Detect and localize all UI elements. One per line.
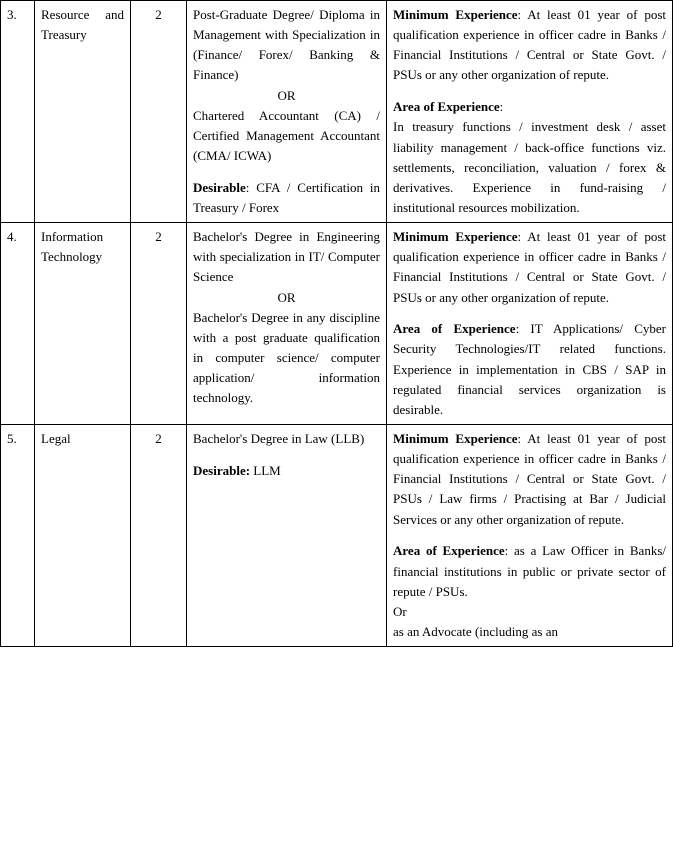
table-row: 5. Legal 2 Bachelor's Degree in Law (LLB… — [1, 425, 673, 647]
area-exp: Area of Experience: as a Law Officer in … — [393, 541, 666, 601]
area-exp-label: Area of Experience — [393, 543, 505, 558]
area-exp-head: Area of Experience: — [393, 97, 666, 117]
min-exp: Minimum Experience: At least 01 year of … — [393, 5, 666, 86]
experience: Minimum Experience: At least 01 year of … — [387, 1, 673, 223]
area-exp-label: Area of Experience — [393, 321, 516, 336]
row-number: 5. — [1, 425, 35, 647]
area-exp-body-2: as an Advocate (including as an — [393, 622, 666, 642]
area-exp-body: In treasury functions / investment desk … — [393, 117, 666, 218]
min-exp-label: Minimum Experience — [393, 7, 518, 22]
desirable-text: LLM — [250, 463, 281, 478]
department: Legal — [35, 425, 131, 647]
department: Resource and Treasury — [35, 1, 131, 223]
min-exp-label: Minimum Experience — [393, 229, 518, 244]
desirable-label: Desirable: — [193, 463, 250, 478]
vacancy-count: 2 — [131, 1, 187, 223]
vacancy-count: 2 — [131, 425, 187, 647]
area-exp-label: Area of Experience — [393, 99, 500, 114]
qual-para-2: Bachelor's Degree in any discipline with… — [193, 308, 380, 409]
min-exp: Minimum Experience: At least 01 year of … — [393, 227, 666, 308]
qual-desirable: Desirable: LLM — [193, 461, 380, 481]
table-row: 3. Resource and Treasury 2 Post-Graduate… — [1, 1, 673, 223]
qual-desirable: Desirable: CFA / Certification in Treasu… — [193, 178, 380, 218]
qualification: Bachelor's Degree in Engineering with sp… — [187, 223, 387, 425]
vacancy-count: 2 — [131, 223, 187, 425]
area-exp-or: Or — [393, 602, 666, 622]
qualification: Post-Graduate Degree/ Diploma in Managem… — [187, 1, 387, 223]
row-number: 4. — [1, 223, 35, 425]
experience: Minimum Experience: At least 01 year of … — [387, 425, 673, 647]
min-exp: Minimum Experience: At least 01 year of … — [393, 429, 666, 530]
qual-or: OR — [193, 288, 380, 308]
min-exp-label: Minimum Experience — [393, 431, 518, 446]
qual-para-1: Post-Graduate Degree/ Diploma in Managem… — [193, 5, 380, 86]
qualification: Bachelor's Degree in Law (LLB) Desirable… — [187, 425, 387, 647]
area-exp: Area of Experience: IT Applications/ Cyb… — [393, 319, 666, 420]
qual-or: OR — [193, 86, 380, 106]
desirable-label: Desirable — [193, 180, 246, 195]
vacancy-table: 3. Resource and Treasury 2 Post-Graduate… — [0, 0, 673, 647]
table-row: 4. Information Technology 2 Bachelor's D… — [1, 223, 673, 425]
qual-para-1: Bachelor's Degree in Law (LLB) — [193, 429, 380, 449]
experience: Minimum Experience: At least 01 year of … — [387, 223, 673, 425]
qual-para-2: Chartered Accountant (CA) / Certified Ma… — [193, 106, 380, 166]
department: Information Technology — [35, 223, 131, 425]
row-number: 3. — [1, 1, 35, 223]
area-exp-colon: : — [500, 99, 504, 114]
qual-para-1: Bachelor's Degree in Engineering with sp… — [193, 227, 380, 287]
